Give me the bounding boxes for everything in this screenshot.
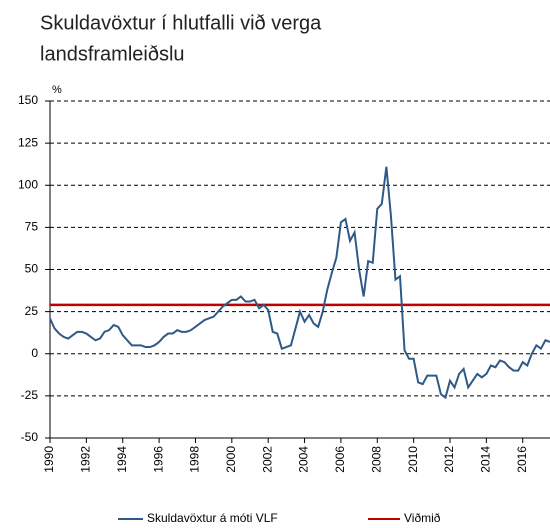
y-tick-label: 0: [31, 346, 38, 360]
x-tick-label: 2008: [369, 446, 383, 473]
x-tick-label: 1992: [79, 446, 93, 473]
x-tick-label: 1998: [188, 446, 202, 473]
y-tick-label: 100: [18, 177, 38, 191]
x-tick-label: 1994: [115, 446, 129, 473]
y-tick-label: 75: [25, 220, 39, 234]
x-tick-label: 2006: [333, 446, 347, 473]
x-tick-label: 2016: [515, 446, 529, 473]
y-tick-label: 50: [25, 262, 39, 276]
x-tick-label: 2014: [479, 446, 493, 473]
x-tick-label: 2002: [260, 446, 274, 473]
y-tick-label: 150: [18, 93, 38, 107]
legend-label: Viðmið: [404, 511, 441, 525]
y-unit: %: [52, 84, 62, 96]
y-tick-label: -50: [21, 430, 39, 444]
x-tick-label: 2010: [406, 446, 420, 473]
y-tick-label: 25: [25, 304, 39, 318]
x-tick-label: 2012: [442, 446, 456, 473]
y-tick-label: 125: [18, 135, 38, 149]
data-line: [49, 166, 550, 400]
chart-title: landsframleiðslu: [40, 43, 185, 65]
x-tick-label: 2004: [297, 446, 311, 473]
x-tick-label: 2000: [224, 446, 238, 473]
y-tick-label: -25: [21, 388, 39, 402]
chart-title: Skuldavöxtur í hlutfalli við verga: [40, 12, 322, 34]
x-tick-label: 1990: [42, 446, 56, 473]
x-tick-label: 1996: [151, 446, 165, 473]
legend-label: Skuldavöxtur á móti VLF: [147, 511, 278, 525]
